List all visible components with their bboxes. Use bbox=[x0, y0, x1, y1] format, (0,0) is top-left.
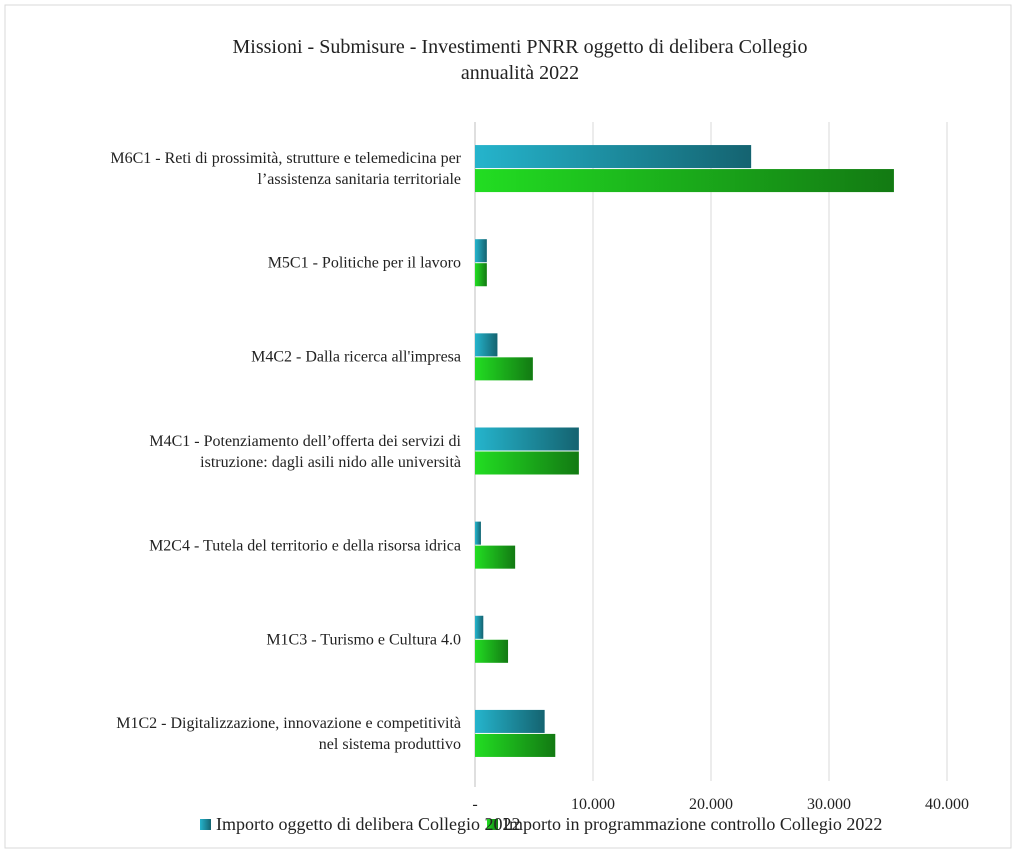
bar-shade bbox=[475, 357, 533, 381]
chart-title: Missioni - Submisure - Investimenti PNRR… bbox=[232, 36, 808, 84]
bar-shade bbox=[475, 615, 484, 639]
bar-shade bbox=[475, 521, 481, 545]
x-tick-label: 10.000 bbox=[571, 796, 615, 813]
bar-shade bbox=[475, 239, 487, 263]
y-tick-label: M1C2 - Digitalizzazione, innovazione e c… bbox=[116, 714, 461, 753]
y-tick-label: M4C2 - Dalla ricerca all'impresa bbox=[251, 348, 461, 366]
legend-label: Importo in programmazione controllo Coll… bbox=[503, 814, 883, 834]
bar-shade bbox=[475, 263, 487, 287]
bar-shade bbox=[475, 709, 545, 733]
y-tick-label: M5C1 - Politiche per il lavoro bbox=[267, 254, 461, 272]
bar-shade bbox=[475, 427, 579, 451]
bar-shade bbox=[475, 145, 752, 169]
bar-shade bbox=[475, 333, 498, 357]
x-tick-label: 40.000 bbox=[925, 796, 969, 813]
x-tick-label: 30.000 bbox=[807, 796, 851, 813]
bar-shade bbox=[475, 169, 894, 193]
x-tick-label: - bbox=[472, 796, 478, 813]
bar-shade bbox=[475, 545, 516, 569]
bar-shade bbox=[475, 639, 509, 663]
y-tick-label: M4C1 - Potenziamento dell’offerta dei se… bbox=[149, 432, 461, 471]
legend-swatch-shade bbox=[200, 819, 211, 830]
legend-swatch-shade bbox=[487, 819, 498, 830]
y-tick-label: M1C3 - Turismo e Cultura 4.0 bbox=[266, 631, 461, 649]
x-tick-label: 20.000 bbox=[689, 796, 733, 813]
legend-label: Importo oggetto di delibera Collegio 202… bbox=[216, 814, 521, 834]
bar-shade bbox=[475, 451, 579, 475]
y-tick-label: M6C1 - Reti di prossimità, strutture e t… bbox=[110, 150, 461, 189]
y-tick-label: M2C4 - Tutela del territorio e della ris… bbox=[149, 537, 461, 555]
bar-shade bbox=[475, 733, 556, 757]
